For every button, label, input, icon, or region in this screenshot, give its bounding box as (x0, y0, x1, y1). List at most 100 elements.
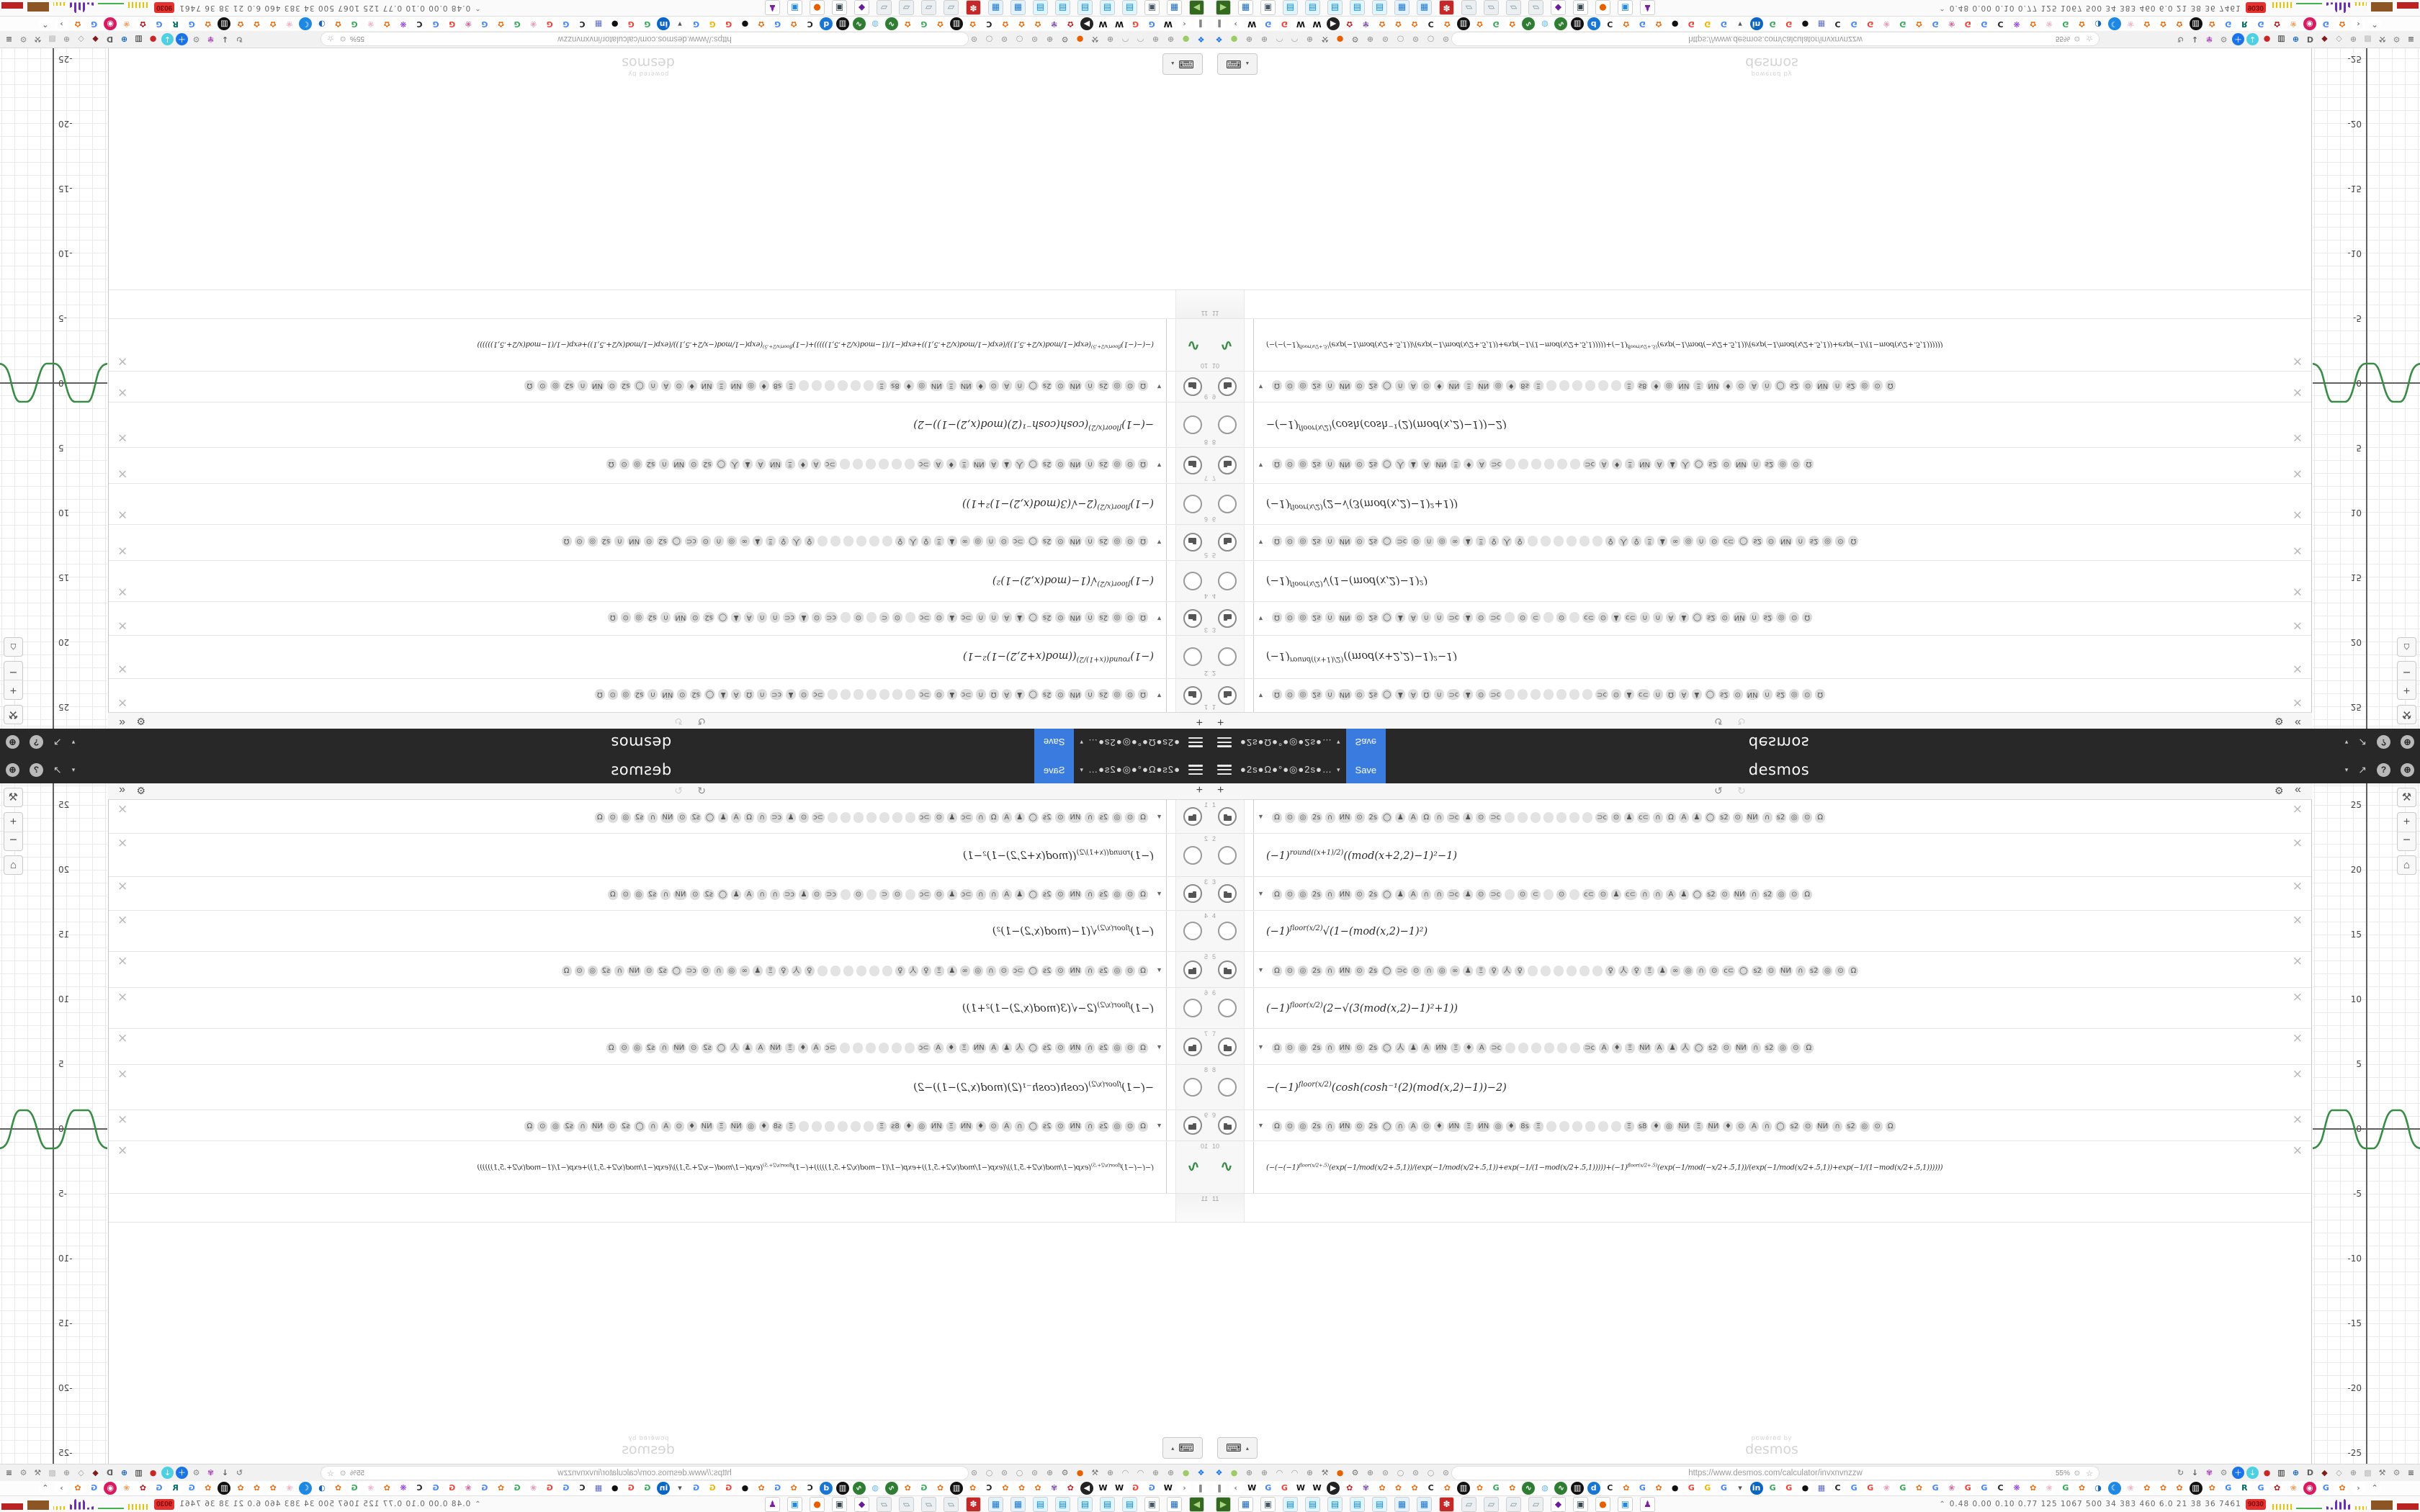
play-favicon[interactable]: ▶ (1327, 1482, 1340, 1495)
pause-icon[interactable]: ‖ (1213, 1482, 1226, 1495)
google-favicon[interactable]: G (1961, 1482, 1975, 1495)
caret-favicon[interactable]: ▾ (1734, 1482, 1747, 1495)
orange-gear-favicon[interactable]: ✿ (1619, 1482, 1633, 1495)
google-favicon[interactable]: G (1489, 1482, 1503, 1495)
notepad-app-icon[interactable]: ▤ (1372, 1496, 1387, 1512)
formula-text[interactable]: (−(−(−1)floor(x/2+.5)(exp(−1/mod(x/2+.5,… (1266, 1162, 1943, 1172)
delete-expression-button[interactable]: × (2292, 990, 2303, 1004)
mask-app-icon[interactable]: ◆ (1551, 1496, 1566, 1512)
folder-icon[interactable] (1218, 807, 1237, 826)
barcode-favicon[interactable]: ▥ (1571, 1482, 1585, 1495)
google-favicon[interactable]: G (1782, 1482, 1796, 1495)
bookmark-star-icon[interactable]: ☆ (2086, 1469, 2093, 1478)
robot-app-icon[interactable]: ♟ (1640, 1496, 1655, 1512)
account-globe-icon[interactable]: ⊕ (2401, 762, 2414, 777)
menu-icon[interactable]: ≡ (2407, 1468, 2415, 1477)
orange-gear-favicon[interactable]: ✿ (1375, 1482, 1389, 1495)
u3-shield-icon[interactable]: ◆ (2321, 1468, 2328, 1477)
show-keyboard-button[interactable]: ⌨ ▴ (1217, 1437, 1258, 1459)
tab-dot-icon[interactable]: ⊙ (1381, 1468, 1389, 1477)
hidden-plot-circle-icon[interactable] (1218, 1078, 1237, 1097)
empty-expression-row[interactable]: 11 (1210, 1194, 2311, 1223)
folder-note-row[interactable]: 5 ▼ Ω ⊙ ◎ 2s ∩ ИN ⊙ 2s ◯ ⊃c ⊙ ∩ ◎ ∞ ♟ Ξ ♀ 人 ♀ ○ ○ ○ ○ ○ ○ ♀ 人 ♀ Ξ ♟ ∞ ◎ ∩ ⊙… (1210, 952, 2311, 988)
floppy-app-icon[interactable]: ▦ (1238, 1496, 1253, 1512)
orange-gear-favicon[interactable]: ✿ (2205, 1482, 2219, 1495)
google-favicon[interactable]: G (1847, 1482, 1861, 1495)
orange-gear-favicon[interactable]: ✿ (1440, 1482, 1454, 1495)
barcode-favicon[interactable]: ▥ (1456, 1482, 1470, 1495)
orange-gear-favicon[interactable]: ✿ (2140, 1482, 2154, 1495)
notepad-app-icon[interactable]: ▤ (1350, 1496, 1365, 1512)
google-favicon[interactable]: G (1685, 1482, 1698, 1495)
expression-row[interactable]: 10 ∿ (−(−(−1)floor(x/2+.5)(exp(−1/mod(x/2+… (1210, 1141, 2311, 1194)
orange-gear-favicon[interactable]: ✿ (1505, 1482, 1519, 1495)
folder-note-row[interactable]: 1 ▼ Ω ⊙ ◎ 2s ∩ ИN ⊙ 2s ◯ ♟ A Ω ∩ ⊃c ♟ ⊙ ⊃c ○ ○ ○ ○ ○ ○ ○ ⊃c ⊙ ♟ c⊂ ∩ Ω A… (1210, 800, 2311, 834)
cc-favicon[interactable]: C (1424, 1482, 1438, 1495)
palette-icon[interactable]: ✾ (2205, 1468, 2213, 1477)
google-favicon[interactable]: G (1929, 1482, 1942, 1495)
puzzle-icon[interactable]: ▩ (2364, 1468, 2372, 1477)
tray-expand-icon[interactable]: ⌃ (1939, 1500, 1945, 1508)
scroll-app-icon[interactable]: ▱ (1506, 1496, 1521, 1512)
location-pin-icon[interactable]: ❖ (1215, 1468, 1223, 1477)
delete-expression-button[interactable]: × (2292, 913, 2303, 927)
red-flower-favicon[interactable]: ✿ (2270, 1482, 2284, 1495)
url-field[interactable]: https://www.desmos.com/calculator/invxnv… (1451, 1466, 2099, 1480)
delete-expression-button[interactable]: × (2292, 1143, 2303, 1158)
pink-flower-favicon[interactable]: ❀ (1880, 1482, 1894, 1495)
globe-icon[interactable]: ⊕ (1245, 1468, 1253, 1477)
tab-dot-icon[interactable]: ⊙ (1442, 1468, 1450, 1477)
formula-text[interactable]: (−1)floor(x/2)√(1−(mod(x,2)−1)²) (1266, 924, 1428, 937)
edit-list-gear-button[interactable]: ⚙ (2275, 785, 2284, 796)
graph-paper[interactable]: ⚒ + − ⌂ 25 20 15 10 5 0 -5 -10 -15 -20 -25 (2313, 783, 2420, 1464)
notepad-app-icon[interactable]: ▤ (1327, 1496, 1343, 1512)
calculator-app-icon[interactable]: ▦ (1394, 1496, 1410, 1512)
expression-row[interactable]: 2 (−1)round((x+1)/2)((mod(x+2,2)−1)²−1) × (1210, 834, 2311, 877)
orange-gear-favicon[interactable]: ✿ (1652, 1482, 1666, 1495)
firefox-app-icon[interactable]: ● (1595, 1496, 1610, 1512)
graph-title[interactable]: ●2s●Ω●°●◎●2s●∩… (1240, 764, 1332, 775)
folder-icon[interactable] (1218, 960, 1237, 979)
pink-flower-favicon[interactable]: ❀ (2043, 1482, 2056, 1495)
shield-down-icon[interactable]: ↓ (2246, 1467, 2259, 1479)
delete-expression-button[interactable]: × (2292, 879, 2303, 894)
google-favicon[interactable]: G (2221, 1482, 2235, 1495)
cc-favicon[interactable]: C (1994, 1482, 2007, 1495)
zoom-out-button[interactable]: − (2403, 832, 2411, 847)
orange-gear-favicon[interactable]: ✿ (2335, 1482, 2349, 1495)
collapse-panel-button[interactable]: « (2295, 783, 2301, 796)
orange-gear-favicon[interactable]: ✿ (1392, 1482, 1405, 1495)
wikipedia-favicon[interactable]: W (1245, 1482, 1259, 1495)
google-favicon[interactable]: G (1863, 1482, 1877, 1495)
notepad-app-icon[interactable]: ▤ (1305, 1496, 1320, 1512)
linkedin-favicon[interactable]: in (1749, 1482, 1763, 1495)
delete-expression-button[interactable]: × (2292, 1067, 2303, 1081)
peach-flower-favicon[interactable]: ❀ (2287, 1482, 2300, 1495)
pink-flower-favicon[interactable]: ❀ (1945, 1482, 1958, 1495)
chevron-up-icon[interactable]: ⌃ (2368, 1482, 2382, 1495)
notepad-app-icon[interactable]: ▤ (1283, 1496, 1298, 1512)
google-favicon[interactable]: G (1636, 1482, 1649, 1495)
delete-expression-button[interactable]: × (2292, 802, 2303, 816)
scroll-app-icon[interactable]: ▱ (1484, 1496, 1499, 1512)
add-expression-button[interactable]: + (1217, 784, 1224, 796)
curve-style-icon[interactable]: ∿ (1219, 1158, 1234, 1176)
share-icon[interactable]: ↗ (2358, 763, 2367, 775)
moon-favicon[interactable]: ☾ (2107, 1482, 2121, 1495)
delete-expression-button[interactable]: × (2292, 836, 2303, 850)
monitor-app-icon[interactable]: ▣ (1260, 1496, 1276, 1512)
wikipedia-favicon[interactable]: W (1310, 1482, 1324, 1495)
delete-expression-button[interactable]: × (2292, 954, 2303, 968)
formula-text[interactable]: (−1)round((x+1)/2)((mod(x+2,2)−1)²−1) (1266, 848, 1457, 862)
cc-favicon[interactable]: C (1603, 1482, 1617, 1495)
red-flower-favicon[interactable]: ✿ (1343, 1482, 1356, 1495)
earth-favicon[interactable]: ◍ (1538, 1482, 1551, 1495)
redo-button[interactable]: ↻ (1737, 785, 1746, 796)
zoom-magnifier-icon[interactable]: ⊙ (2074, 1469, 2080, 1477)
google-favicon[interactable]: G (1700, 1482, 1714, 1495)
google-favicon[interactable]: G (1977, 1482, 1991, 1495)
stripes-icon[interactable]: ▥ (2277, 1468, 2285, 1477)
collapse-folder-icon[interactable]: ▼ (1258, 966, 1264, 973)
scroll-app-icon[interactable]: ▱ (1461, 1496, 1476, 1512)
